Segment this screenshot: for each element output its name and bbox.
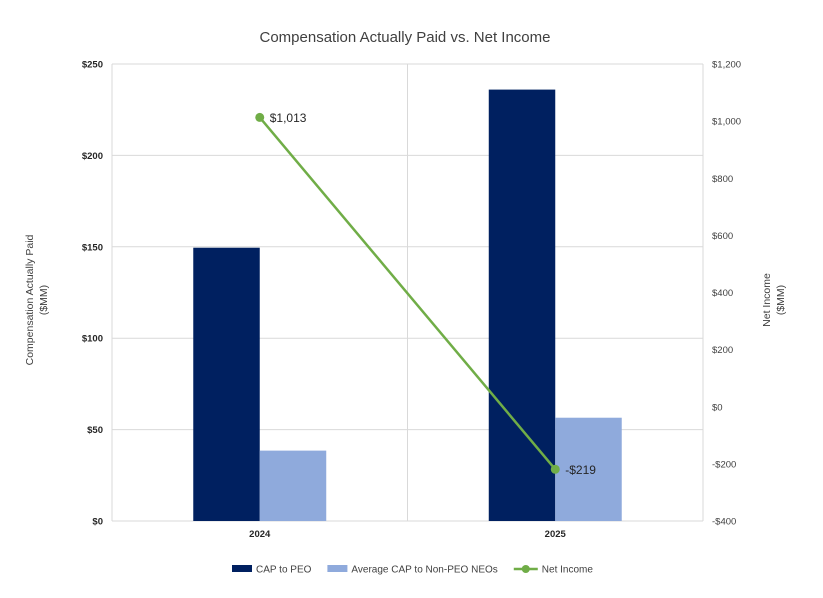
right-axis-title-line1: Net Income [761, 273, 773, 327]
x-tick-label: 2025 [545, 529, 567, 540]
chart-title: Compensation Actually Paid vs. Net Incom… [260, 29, 551, 46]
right-axis-title-line2: ($MM) [775, 285, 787, 315]
right-axis-ticks: -$400 -$200 $0 $200 $400 $600 $800 $1,000 $1,200 [712, 60, 741, 528]
net-income-data-label: -$219 [565, 463, 596, 477]
left-tick-label: $100 [82, 334, 103, 345]
left-axis-title-line2: ($MM) [38, 285, 50, 315]
left-axis-title-line1: Compensation Actually Paid [24, 234, 36, 365]
net-income-point [550, 464, 560, 474]
right-tick-label: $1,000 [712, 117, 741, 128]
x-axis-ticks: 2024 2025 [249, 529, 566, 540]
right-tick-label: $1,200 [712, 60, 741, 71]
left-axis-ticks: $0 $50 $100 $150 $200 $250 [82, 60, 103, 528]
legend-label: Net Income [542, 565, 594, 576]
net-income-point [255, 112, 265, 122]
right-tick-label: $0 [712, 402, 723, 413]
right-tick-label: -$400 [712, 517, 736, 528]
left-tick-label: $250 [82, 60, 103, 71]
right-tick-label: $800 [712, 174, 733, 185]
right-tick-label: $400 [712, 288, 733, 299]
left-tick-label: $50 [87, 425, 103, 436]
bar [555, 417, 622, 521]
net-income-series-line [258, 116, 557, 471]
legend-swatch [232, 565, 252, 572]
right-tick-label: -$200 [712, 459, 736, 470]
legend-label: Average CAP to Non-PEO NEOs [351, 565, 497, 576]
net-income-data-label: $1,013 [270, 111, 307, 125]
left-tick-label: $150 [82, 242, 103, 253]
x-tick-label: 2024 [249, 529, 271, 540]
legend-label: CAP to PEO [256, 565, 312, 576]
bar [259, 450, 327, 521]
legend: CAP to PEO Average CAP to Non-PEO NEOs Net… [232, 565, 593, 576]
right-tick-label: $600 [712, 231, 733, 242]
legend-swatch [327, 565, 348, 572]
left-tick-label: $200 [82, 151, 103, 162]
right-tick-label: $200 [712, 345, 733, 356]
bar [193, 247, 260, 522]
bars [193, 89, 622, 522]
bar [488, 89, 556, 521]
net-income-line: $1,013 -$219 [255, 111, 596, 477]
left-tick-label: $0 [92, 517, 103, 528]
legend-swatch-marker [521, 565, 530, 573]
